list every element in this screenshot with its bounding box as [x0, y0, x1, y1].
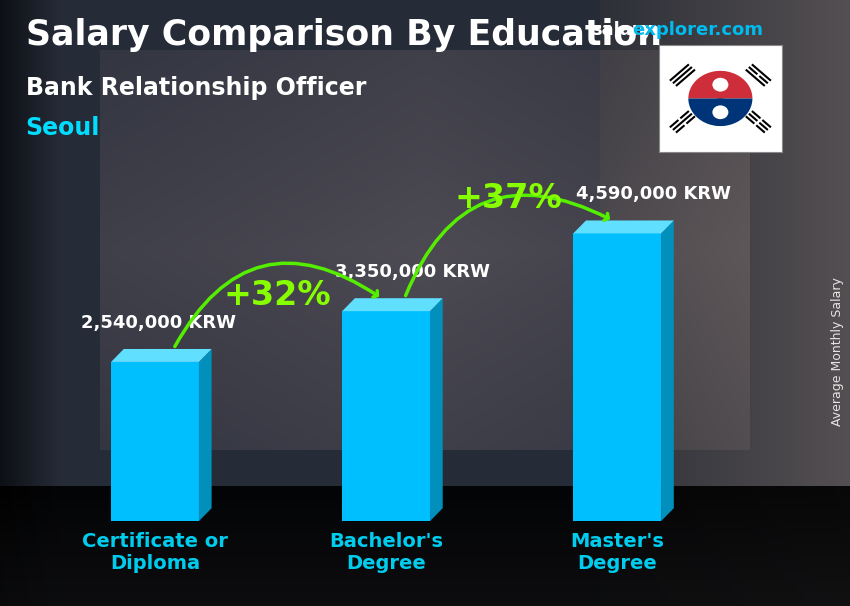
Polygon shape — [688, 71, 752, 98]
Text: Salary Comparison By Education: Salary Comparison By Education — [26, 18, 661, 52]
Text: 4,590,000 KRW: 4,590,000 KRW — [575, 185, 731, 203]
Circle shape — [705, 71, 736, 98]
Circle shape — [688, 71, 752, 126]
Text: Average Monthly Salary: Average Monthly Salary — [830, 277, 844, 426]
Polygon shape — [111, 349, 212, 362]
Text: Bank Relationship Officer: Bank Relationship Officer — [26, 76, 366, 100]
Text: +32%: +32% — [224, 279, 332, 311]
Circle shape — [712, 78, 728, 92]
Bar — [111, 362, 199, 521]
Polygon shape — [430, 298, 443, 521]
Bar — [343, 311, 430, 521]
Circle shape — [705, 98, 736, 126]
Polygon shape — [661, 221, 674, 521]
Circle shape — [712, 105, 728, 119]
Text: Seoul: Seoul — [26, 116, 100, 141]
Text: 3,350,000 KRW: 3,350,000 KRW — [335, 263, 490, 281]
Polygon shape — [688, 98, 752, 126]
Text: 2,540,000 KRW: 2,540,000 KRW — [81, 314, 236, 331]
Text: salary: salary — [591, 21, 652, 39]
Polygon shape — [343, 298, 443, 311]
Text: explorer.com: explorer.com — [632, 21, 763, 39]
Polygon shape — [199, 349, 212, 521]
Text: +37%: +37% — [455, 182, 563, 215]
Polygon shape — [573, 221, 674, 233]
Bar — [573, 233, 661, 521]
